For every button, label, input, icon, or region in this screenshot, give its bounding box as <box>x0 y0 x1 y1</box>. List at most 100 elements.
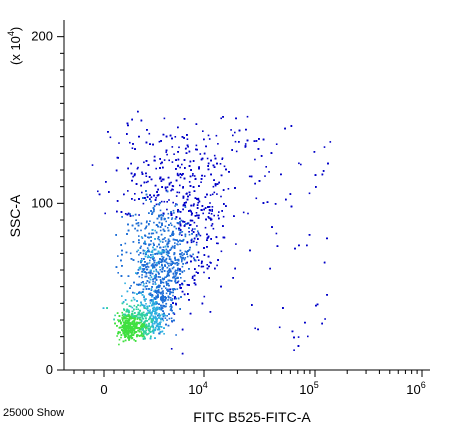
event-dot <box>160 326 163 328</box>
event-dot <box>181 163 183 166</box>
event-dot <box>171 218 173 220</box>
event-dot <box>146 265 149 268</box>
event-dot <box>289 193 292 195</box>
event-dot <box>197 272 199 274</box>
event-dot <box>166 201 168 203</box>
event-dot <box>150 254 152 256</box>
event-dot <box>162 301 164 304</box>
event-dot <box>142 265 145 267</box>
event-dot <box>177 158 180 161</box>
event-dot <box>153 302 155 305</box>
event-dot <box>137 110 139 113</box>
event-dot <box>300 163 302 166</box>
event-dot <box>160 307 163 309</box>
event-dot <box>158 317 160 319</box>
event-dot <box>211 208 213 211</box>
event-dot <box>150 232 153 235</box>
event-dot <box>140 119 143 122</box>
event-dot <box>147 333 149 335</box>
event-dot <box>190 214 193 216</box>
event-dot <box>162 251 165 254</box>
event-dot <box>147 180 149 183</box>
event-dot <box>144 227 146 230</box>
event-dot <box>135 324 137 327</box>
event-dot <box>169 299 172 301</box>
event-dot <box>144 305 146 307</box>
event-dot <box>143 336 146 338</box>
event-dot <box>116 325 118 327</box>
event-dot <box>152 258 154 260</box>
event-dot <box>151 294 154 297</box>
event-dot <box>140 258 143 260</box>
event-dot <box>179 273 181 275</box>
event-dot <box>126 309 129 311</box>
event-dot <box>157 225 159 228</box>
event-dot <box>126 233 128 235</box>
event-dot <box>199 234 202 237</box>
event-dot <box>149 278 152 281</box>
event-dot <box>175 334 177 336</box>
event-dot <box>153 194 155 197</box>
event-dot <box>188 249 191 251</box>
event-dot <box>154 312 156 315</box>
event-dot <box>156 324 159 326</box>
event-dot <box>203 247 205 249</box>
event-dot <box>174 136 177 138</box>
event-dot <box>195 235 198 238</box>
event-dot <box>137 304 139 306</box>
event-dot <box>162 319 165 322</box>
event-dot <box>133 328 135 330</box>
event-dot <box>143 323 145 326</box>
event-dot <box>163 159 166 161</box>
event-dot <box>128 338 131 340</box>
event-dot <box>134 331 136 333</box>
event-dot <box>203 138 205 141</box>
event-dot <box>181 254 184 257</box>
event-dot <box>130 285 132 287</box>
event-dot <box>163 117 166 120</box>
event-dot <box>162 166 164 169</box>
event-dot <box>159 317 162 320</box>
event-dot <box>150 314 153 316</box>
event-dot <box>153 290 155 293</box>
event-dot <box>235 150 238 153</box>
event-dot <box>173 252 176 254</box>
event-dot <box>196 204 199 206</box>
event-dot <box>177 267 179 270</box>
event-dot <box>188 299 190 301</box>
event-dot <box>116 335 118 337</box>
event-dot <box>154 276 157 279</box>
event-dot <box>163 249 166 252</box>
event-dot <box>145 325 148 327</box>
event-dot <box>210 262 212 264</box>
event-dot <box>321 322 323 325</box>
event-dot <box>181 234 183 236</box>
event-dot <box>127 318 130 321</box>
event-dot <box>145 298 147 300</box>
event-dot <box>135 308 138 310</box>
event-dot <box>195 234 198 236</box>
event-dot <box>202 130 204 132</box>
event-dot <box>124 319 127 322</box>
event-dot <box>178 146 180 149</box>
event-dot <box>141 335 144 338</box>
event-dot <box>161 277 164 280</box>
event-dot <box>119 319 121 322</box>
event-dot <box>154 281 156 283</box>
event-dot <box>250 175 253 178</box>
event-dot <box>203 208 205 211</box>
event-dot <box>141 304 144 306</box>
event-dot <box>172 201 174 204</box>
event-dot <box>162 178 165 181</box>
event-dot <box>126 317 129 320</box>
event-dot <box>124 333 126 336</box>
event-dot <box>157 289 160 292</box>
event-dot <box>192 253 194 256</box>
event-dot <box>258 180 261 182</box>
event-dot <box>145 308 148 310</box>
event-dot <box>235 243 237 245</box>
event-dot <box>158 215 160 218</box>
event-dot <box>122 313 125 316</box>
event-dot <box>162 295 164 297</box>
event-dot <box>165 281 168 283</box>
